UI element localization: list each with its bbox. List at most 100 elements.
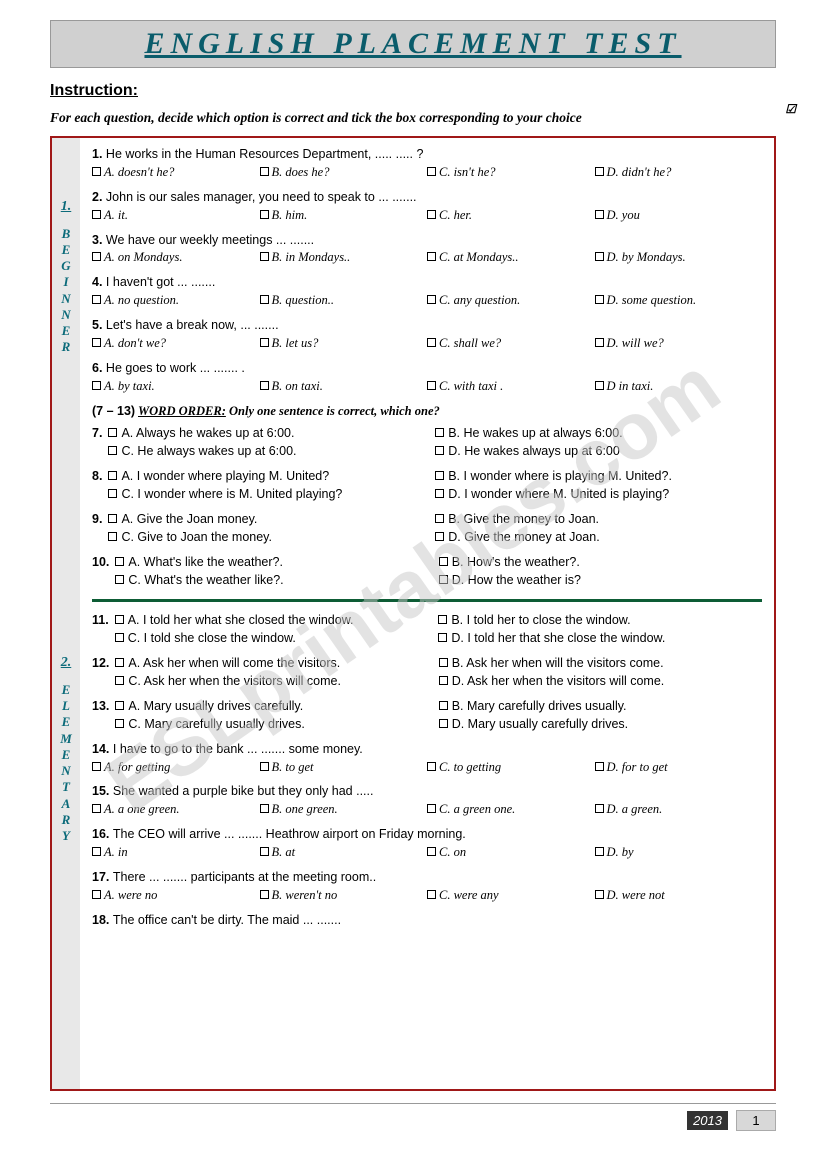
checkbox[interactable] <box>595 252 604 261</box>
option-d[interactable]: D. didn't he? <box>595 164 763 181</box>
checkbox[interactable] <box>260 295 269 304</box>
checkbox[interactable] <box>427 762 436 771</box>
checkbox[interactable] <box>92 847 101 856</box>
option-c[interactable]: C. with taxi . <box>427 378 595 395</box>
checkbox[interactable] <box>108 514 117 523</box>
checkbox[interactable] <box>438 615 447 624</box>
option-a[interactable]: A. Give the Joan money. <box>108 511 435 528</box>
checkbox[interactable] <box>439 719 448 728</box>
option-c[interactable]: C. any question. <box>427 292 595 309</box>
checkbox[interactable] <box>260 381 269 390</box>
option-a[interactable]: A. I told her what she closed the window… <box>115 612 439 629</box>
checkbox[interactable] <box>595 762 604 771</box>
checkbox[interactable] <box>439 658 448 667</box>
checkbox[interactable] <box>115 658 124 667</box>
checkbox[interactable] <box>427 295 436 304</box>
option-d[interactable]: D. Give the money at Joan. <box>435 529 762 546</box>
checkbox[interactable] <box>427 381 436 390</box>
checkbox[interactable] <box>435 428 444 437</box>
option-c[interactable]: C. He always wakes up at 6:00. <box>108 443 435 460</box>
checkbox[interactable] <box>260 890 269 899</box>
checkbox[interactable] <box>115 557 124 566</box>
option-c[interactable]: C. Ask her when the visitors will come. <box>115 673 438 690</box>
checkbox[interactable] <box>92 890 101 899</box>
option-d[interactable]: D. He wakes always up at 6:00 <box>435 443 762 460</box>
option-c[interactable]: C. I wonder where is M. United playing? <box>108 486 435 503</box>
option-a[interactable]: A. Mary usually drives carefully. <box>115 698 438 715</box>
option-d[interactable]: D. Ask her when the visitors will come. <box>439 673 762 690</box>
checkbox[interactable] <box>92 762 101 771</box>
checkbox[interactable] <box>427 252 436 261</box>
option-c[interactable]: C. to getting <box>427 759 595 776</box>
checkbox[interactable] <box>92 295 101 304</box>
checkbox[interactable] <box>260 252 269 261</box>
checkbox[interactable] <box>115 633 124 642</box>
checkbox[interactable] <box>260 804 269 813</box>
option-d[interactable]: D. How the weather is? <box>439 572 762 589</box>
option-d[interactable]: D. Mary usually carefully drives. <box>439 716 762 733</box>
checkbox[interactable] <box>92 381 101 390</box>
checkbox[interactable] <box>92 167 101 176</box>
option-c[interactable]: C. isn't he? <box>427 164 595 181</box>
checkbox[interactable] <box>435 489 444 498</box>
checkbox[interactable] <box>92 338 101 347</box>
checkbox[interactable] <box>439 676 448 685</box>
option-d[interactable]: D. I told her that she close the window. <box>438 630 762 647</box>
option-a[interactable]: A. I wonder where playing M. United? <box>108 468 435 485</box>
option-b[interactable]: B. I wonder where is playing M. United?. <box>435 468 762 485</box>
option-b[interactable]: B. Ask her when will the visitors come. <box>439 655 762 672</box>
checkbox[interactable] <box>108 446 117 455</box>
option-a[interactable]: A. on Mondays. <box>92 249 260 266</box>
option-b[interactable]: B. question.. <box>260 292 428 309</box>
checkbox[interactable] <box>427 167 436 176</box>
option-c[interactable]: C. her. <box>427 207 595 224</box>
option-a[interactable]: A. don't we? <box>92 335 260 352</box>
checkbox[interactable] <box>595 381 604 390</box>
option-c[interactable]: C. were any <box>427 887 595 904</box>
checkbox[interactable] <box>108 428 117 437</box>
option-c[interactable]: C. at Mondays.. <box>427 249 595 266</box>
option-a[interactable]: A. no question. <box>92 292 260 309</box>
option-d[interactable]: D. you <box>595 207 763 224</box>
checkbox[interactable] <box>427 338 436 347</box>
checkbox[interactable] <box>439 557 448 566</box>
option-a[interactable]: A. a one green. <box>92 801 260 818</box>
option-a[interactable]: A. Always he wakes up at 6:00. <box>108 425 435 442</box>
option-b[interactable]: B. in Mondays.. <box>260 249 428 266</box>
option-a[interactable]: A. for getting <box>92 759 260 776</box>
option-b[interactable]: B. one green. <box>260 801 428 818</box>
checkbox[interactable] <box>439 701 448 710</box>
option-b[interactable]: B. I told her to close the window. <box>438 612 762 629</box>
checkbox[interactable] <box>595 804 604 813</box>
option-c[interactable]: C. Give to Joan the money. <box>108 529 435 546</box>
checkbox[interactable] <box>92 252 101 261</box>
option-a[interactable]: A. were no <box>92 887 260 904</box>
checkbox[interactable] <box>595 338 604 347</box>
option-d[interactable]: D. I wonder where M. United is playing? <box>435 486 762 503</box>
checkbox[interactable] <box>260 338 269 347</box>
option-a[interactable]: A. Ask her when will come the visitors. <box>115 655 438 672</box>
option-b[interactable]: B. does he? <box>260 164 428 181</box>
checkbox[interactable] <box>435 514 444 523</box>
option-b[interactable]: B. him. <box>260 207 428 224</box>
option-a[interactable]: A. doesn't he? <box>92 164 260 181</box>
checkbox[interactable] <box>435 532 444 541</box>
checkbox[interactable] <box>260 167 269 176</box>
option-c[interactable]: C. I told she close the window. <box>115 630 439 647</box>
checkbox[interactable] <box>595 210 604 219</box>
option-d[interactable]: D. for to get <box>595 759 763 776</box>
checkbox[interactable] <box>108 532 117 541</box>
checkbox[interactable] <box>427 890 436 899</box>
checkbox[interactable] <box>92 210 101 219</box>
option-d[interactable]: D. some question. <box>595 292 763 309</box>
checkbox[interactable] <box>595 295 604 304</box>
checkbox[interactable] <box>427 847 436 856</box>
checkbox[interactable] <box>115 676 124 685</box>
checkbox[interactable] <box>92 804 101 813</box>
option-c[interactable]: C. shall we? <box>427 335 595 352</box>
option-b[interactable]: B. He wakes up at always 6:00. <box>435 425 762 442</box>
option-b[interactable]: B. Mary carefully drives usually. <box>439 698 762 715</box>
checkbox[interactable] <box>427 210 436 219</box>
option-a[interactable]: A. by taxi. <box>92 378 260 395</box>
checkbox[interactable] <box>108 471 117 480</box>
